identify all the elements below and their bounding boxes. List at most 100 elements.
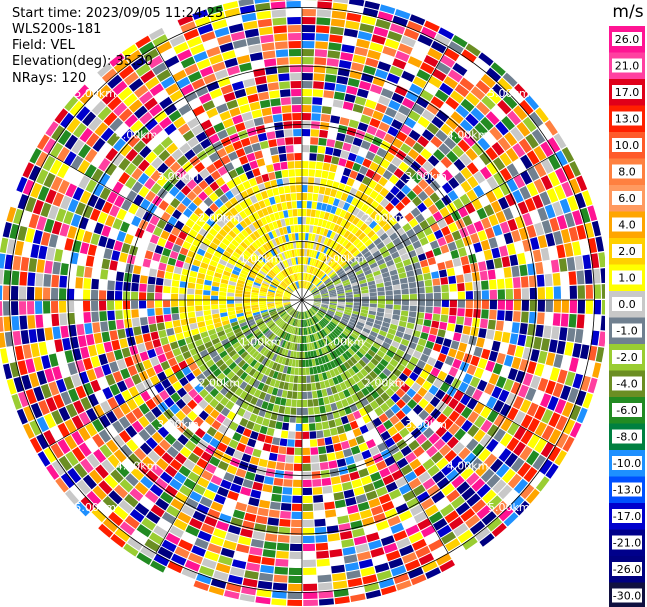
range-gate [332,572,347,582]
range-ring-label: 5.00km [74,87,116,100]
range-gate [125,425,138,438]
range-gate [492,500,508,516]
range-gate [537,377,549,392]
range-gate [458,447,471,460]
range-gate [60,112,75,129]
range-gate [389,207,399,217]
range-gate [391,432,403,443]
range-gate [304,343,308,351]
range-gate [330,300,338,302]
range-gate [114,291,123,300]
range-gate [318,310,326,315]
range-gate [223,92,236,103]
range-gate [353,302,361,306]
range-gate [303,265,306,273]
range-gate [308,407,314,415]
range-gate [178,465,191,477]
range-gate [499,182,511,196]
range-gate [117,261,126,272]
range-gate [59,313,68,326]
range-gate [433,306,441,314]
range-gate [133,394,145,407]
range-gate [384,213,394,222]
range-gate [155,307,163,316]
range-gate [523,466,538,483]
range-gate [296,399,302,408]
range-gate [315,314,322,320]
range-gate [529,287,537,299]
range-gate [311,383,317,391]
range-gate [512,189,524,204]
range-gate [284,291,292,296]
range-gate [272,345,279,353]
range-gate [21,374,32,390]
range-gate [474,122,488,136]
range-gate [254,239,262,248]
range-gate [364,524,378,535]
range-gate [115,310,123,320]
range-gate [275,346,281,354]
range-gate [509,254,519,266]
range-gate [477,379,488,392]
range-gate [379,467,391,478]
range-gate [564,242,574,257]
range-gate [293,463,302,471]
range-gate [268,419,277,429]
range-gate [487,495,503,510]
range-gate [202,237,212,246]
range-gate [235,289,243,294]
range-gate [363,65,377,76]
range-gate [272,485,283,494]
range-gate [294,455,302,463]
range-gate [271,238,278,247]
range-gate [193,394,203,404]
range-gate [362,106,374,117]
range-gate [306,310,311,318]
range-gate [308,249,313,257]
range-gate [440,156,453,169]
range-gate [517,334,527,347]
range-gate [421,109,435,122]
range-gate [210,475,223,486]
range-gate [99,279,107,290]
range-gate [302,447,311,455]
range-gate [394,9,411,20]
range-gate [35,151,49,168]
range-gate [22,179,35,196]
range-gate [147,284,155,293]
range-gate [139,91,153,105]
range-gate [231,559,247,569]
range-gate [332,340,340,348]
range-gate [453,551,469,565]
range-gate [299,311,301,319]
range-gate [327,196,335,205]
range-gate [346,413,356,423]
range-gate [367,361,376,370]
range-gate [0,253,6,269]
range-gate [237,359,246,368]
range-gate [273,574,288,583]
range-gate [306,383,312,391]
range-gate [306,327,310,335]
range-gate [348,273,356,279]
colorbar-cell [609,503,645,531]
range-ring-label: 4.00km [447,460,489,473]
range-gate [412,350,422,359]
range-gate [85,438,99,453]
range-gate [285,455,294,463]
range-gate [219,194,229,204]
range-gate [280,503,292,511]
range-gate [265,262,273,269]
range-gate [384,455,396,467]
range-gate [0,348,9,364]
range-gate [308,284,314,291]
range-gate [205,274,213,281]
range-gate [169,525,184,538]
range-gate [328,248,334,257]
range-gate [313,316,318,323]
range-gate [466,223,477,235]
range-gate [310,266,315,274]
range-gate [195,283,204,290]
range-gate [378,330,387,337]
range-gate [448,366,459,377]
